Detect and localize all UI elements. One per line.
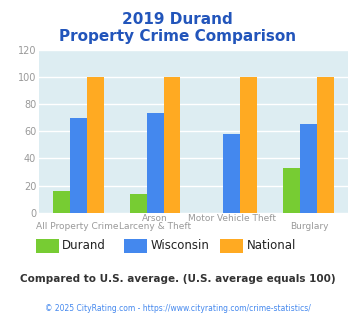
Bar: [87, 77, 104, 213]
Bar: [283, 168, 300, 213]
Text: Motor Vehicle Theft: Motor Vehicle Theft: [188, 214, 276, 223]
Bar: [53, 191, 70, 213]
Bar: [130, 194, 147, 213]
Text: Burglary: Burglary: [290, 222, 328, 231]
Text: Wisconsin: Wisconsin: [151, 239, 210, 252]
Text: Durand: Durand: [62, 239, 106, 252]
Bar: [300, 124, 317, 213]
Text: All Property Crime: All Property Crime: [37, 222, 119, 231]
Text: Arson: Arson: [142, 214, 168, 223]
Text: © 2025 CityRating.com - https://www.cityrating.com/crime-statistics/: © 2025 CityRating.com - https://www.city…: [45, 304, 310, 313]
Text: National: National: [247, 239, 296, 252]
Bar: [70, 117, 87, 213]
Bar: [147, 114, 164, 213]
Bar: [240, 77, 257, 213]
Bar: [223, 134, 240, 213]
Text: 2019 Durand: 2019 Durand: [122, 12, 233, 26]
Text: Larceny & Theft: Larceny & Theft: [119, 222, 191, 231]
Bar: [317, 77, 334, 213]
Text: Property Crime Comparison: Property Crime Comparison: [59, 29, 296, 44]
Bar: [164, 77, 180, 213]
Text: Compared to U.S. average. (U.S. average equals 100): Compared to U.S. average. (U.S. average …: [20, 274, 335, 284]
